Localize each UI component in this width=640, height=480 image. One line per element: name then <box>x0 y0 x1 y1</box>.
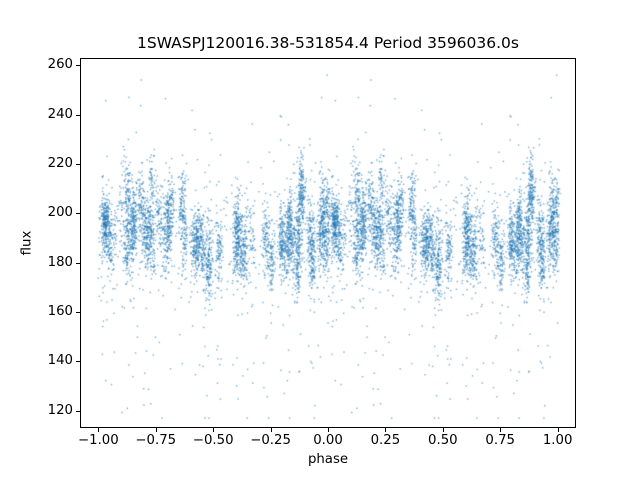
x-axis-label: phase <box>307 452 349 467</box>
y-tick-label: 160 <box>47 304 73 320</box>
y-tick-label: 180 <box>47 254 73 270</box>
chart-title: 1SWASPJ120016.38-531854.4 Period 3596036… <box>137 34 519 52</box>
x-tick-label: −0.50 <box>192 433 234 448</box>
y-tick-label: 260 <box>47 57 73 73</box>
y-tick-mark <box>76 164 80 166</box>
y-tick-mark <box>76 410 80 412</box>
y-tick-label: 120 <box>47 402 73 418</box>
y-tick-label: 200 <box>47 205 73 221</box>
scatter-points-canvas <box>80 58 576 428</box>
x-tick-label: −1.00 <box>77 433 119 448</box>
x-tick-mark <box>385 428 387 432</box>
y-tick-mark <box>76 262 80 264</box>
y-tick-mark <box>76 65 80 67</box>
x-tick-label: 0.00 <box>313 433 343 448</box>
y-tick-mark <box>76 213 80 215</box>
x-tick-mark <box>98 428 100 432</box>
x-tick-label: 0.50 <box>428 433 458 448</box>
y-tick-label: 220 <box>47 156 73 172</box>
x-tick-mark <box>442 428 444 432</box>
x-tick-label: 0.25 <box>370 433 401 448</box>
x-tick-label: 0.75 <box>485 433 516 448</box>
x-tick-mark <box>328 428 329 432</box>
y-tick-label: 140 <box>47 353 73 369</box>
x-tick-mark <box>500 428 502 432</box>
x-tick-mark <box>213 428 215 432</box>
y-tick-label: 240 <box>47 106 73 122</box>
x-tick-mark <box>155 428 157 432</box>
y-tick-mark <box>76 312 80 314</box>
x-tick-label: 1.00 <box>542 433 573 448</box>
x-tick-label: −0.75 <box>135 433 177 448</box>
y-axis-label: flux <box>19 230 35 256</box>
x-tick-mark <box>557 428 559 432</box>
y-tick-mark <box>76 361 80 363</box>
x-tick-mark <box>270 428 272 432</box>
x-tick-label: −0.25 <box>250 433 291 448</box>
y-tick-mark <box>76 114 80 116</box>
